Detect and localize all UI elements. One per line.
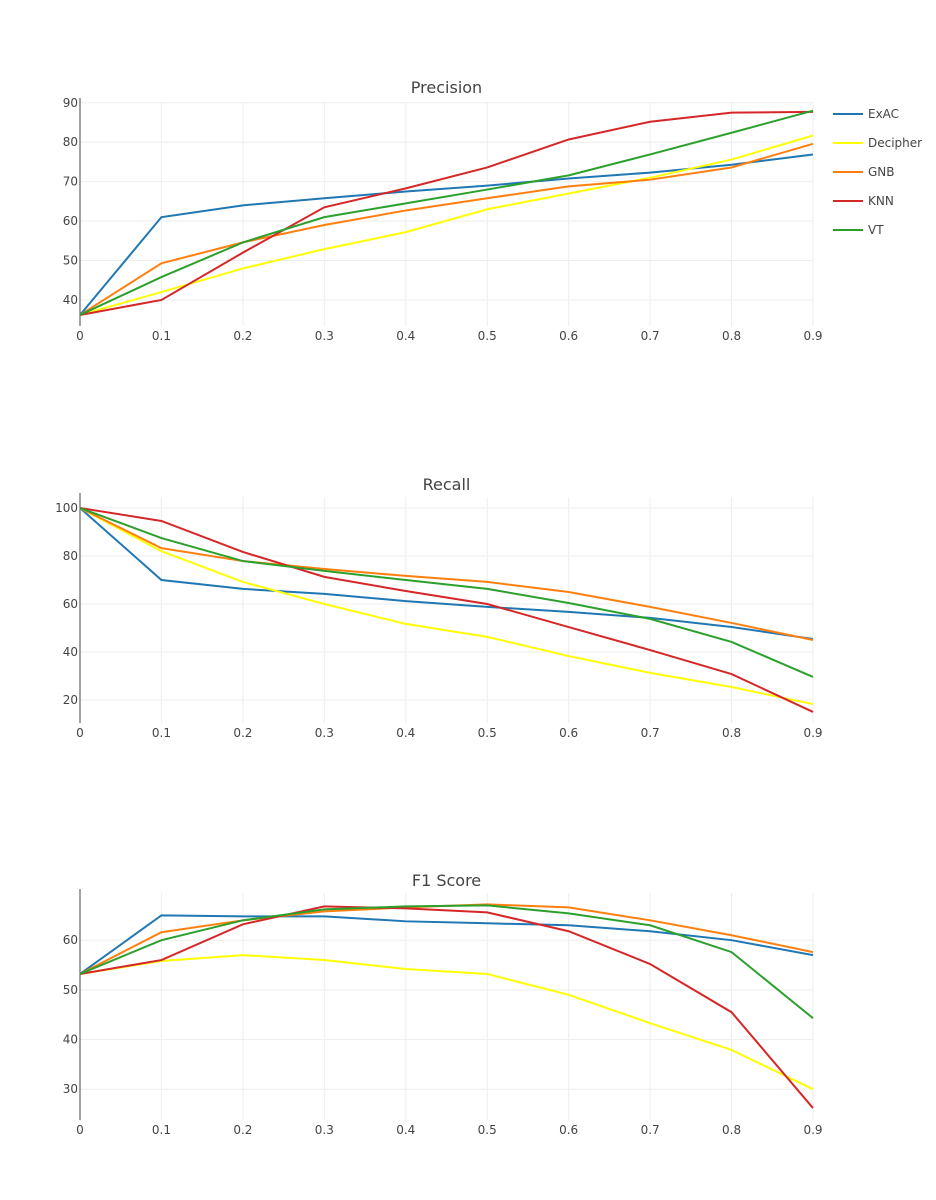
x-tick-label: 0.3: [315, 726, 334, 740]
y-tick-label: 100: [55, 501, 78, 515]
x-tick-label: 0.9: [803, 1123, 822, 1137]
y-tick-label: 50: [63, 254, 78, 268]
x-tick-label: 0.2: [233, 1123, 252, 1137]
x-tick-label: 0.3: [315, 1123, 334, 1137]
x-tick-label: 0.7: [641, 329, 660, 343]
y-tick-label: 80: [63, 135, 78, 149]
x-tick-label: 0.9: [803, 726, 822, 740]
legend-label-vt: VT: [868, 223, 884, 237]
series-line-vt: [79, 507, 814, 678]
x-tick-label: 0: [76, 329, 84, 343]
x-tick-label: 0.8: [722, 726, 741, 740]
x-tick-label: 0.1: [152, 1123, 171, 1137]
series-line-exac: [79, 507, 814, 641]
x-tick-label: 0.8: [722, 329, 741, 343]
y-tick-label: 40: [63, 645, 78, 659]
series-line-gnb: [79, 507, 814, 641]
x-tick-label: 0.6: [559, 329, 578, 343]
y-tick-label: 30: [63, 1082, 78, 1096]
x-tick-label: 0: [76, 726, 84, 740]
chart-title: F1 Score: [412, 871, 481, 890]
y-tick-label: 80: [63, 549, 78, 563]
y-tick-label: 40: [63, 1033, 78, 1047]
x-tick-label: 0.7: [641, 1123, 660, 1137]
chart-title: Recall: [423, 475, 471, 494]
x-tick-label: 0.9: [803, 329, 822, 343]
series-line-decipher: [79, 134, 814, 316]
y-tick-label: 70: [63, 175, 78, 189]
chart-panel-precision: 0 0.1 0.2 0.3 0.4 0.5 0.6 0.7 0.8 0.9 40 50 60 70 80 90…: [63, 78, 823, 343]
x-tick-label: 0.4: [396, 726, 415, 740]
series-line-knn: [79, 507, 814, 713]
legend-label-exac: ExAC: [868, 107, 899, 121]
x-tick-label: 0.3: [315, 329, 334, 343]
series-line-vt: [79, 904, 814, 1019]
legend-label-knn: KNN: [868, 194, 894, 208]
x-tick-label: 0.4: [396, 1123, 415, 1137]
x-tick-label: 0.7: [641, 726, 660, 740]
chart-panel-f1-score: 0 0.1 0.2 0.3 0.4 0.5 0.6 0.7 0.8 0.9 30 40 50 60 F1 S…: [63, 871, 823, 1137]
x-tick-label: 0.5: [478, 726, 497, 740]
series-line-vt: [79, 109, 814, 316]
x-tick-label: 0.5: [478, 329, 497, 343]
x-tick-label: 0.4: [396, 329, 415, 343]
y-tick-label: 60: [63, 597, 78, 611]
chart-panel-recall: 0 0.1 0.2 0.3 0.4 0.5 0.6 0.7 0.8 0.9 20 40 60 80 100 R…: [55, 475, 822, 740]
legend-label-decipher: Decipher: [868, 136, 922, 150]
series-line-decipher: [79, 954, 814, 1091]
x-tick-label: 0.2: [233, 329, 252, 343]
x-tick-label: 0.8: [722, 1123, 741, 1137]
series-line-gnb: [79, 142, 814, 316]
y-tick-label: 50: [63, 983, 78, 997]
series-line-exac: [79, 914, 814, 975]
x-tick-label: 0.5: [478, 1123, 497, 1137]
series-line-decipher: [79, 507, 814, 706]
x-tick-label: 0.1: [152, 329, 171, 343]
x-tick-label: 0.6: [559, 726, 578, 740]
y-tick-label: 90: [63, 96, 78, 110]
x-tick-label: 0.1: [152, 726, 171, 740]
y-tick-label: 20: [63, 693, 78, 707]
x-tick-label: 0.6: [559, 1123, 578, 1137]
legend-label-gnb: GNB: [868, 165, 895, 179]
y-tick-label: 60: [63, 933, 78, 947]
series-line-knn: [79, 110, 814, 316]
x-tick-label: 0: [76, 1123, 84, 1137]
chart-title: Precision: [411, 78, 482, 97]
series-line-knn: [79, 905, 814, 1109]
y-tick-label: 60: [63, 214, 78, 228]
x-tick-label: 0.2: [233, 726, 252, 740]
y-tick-label: 40: [63, 293, 78, 307]
